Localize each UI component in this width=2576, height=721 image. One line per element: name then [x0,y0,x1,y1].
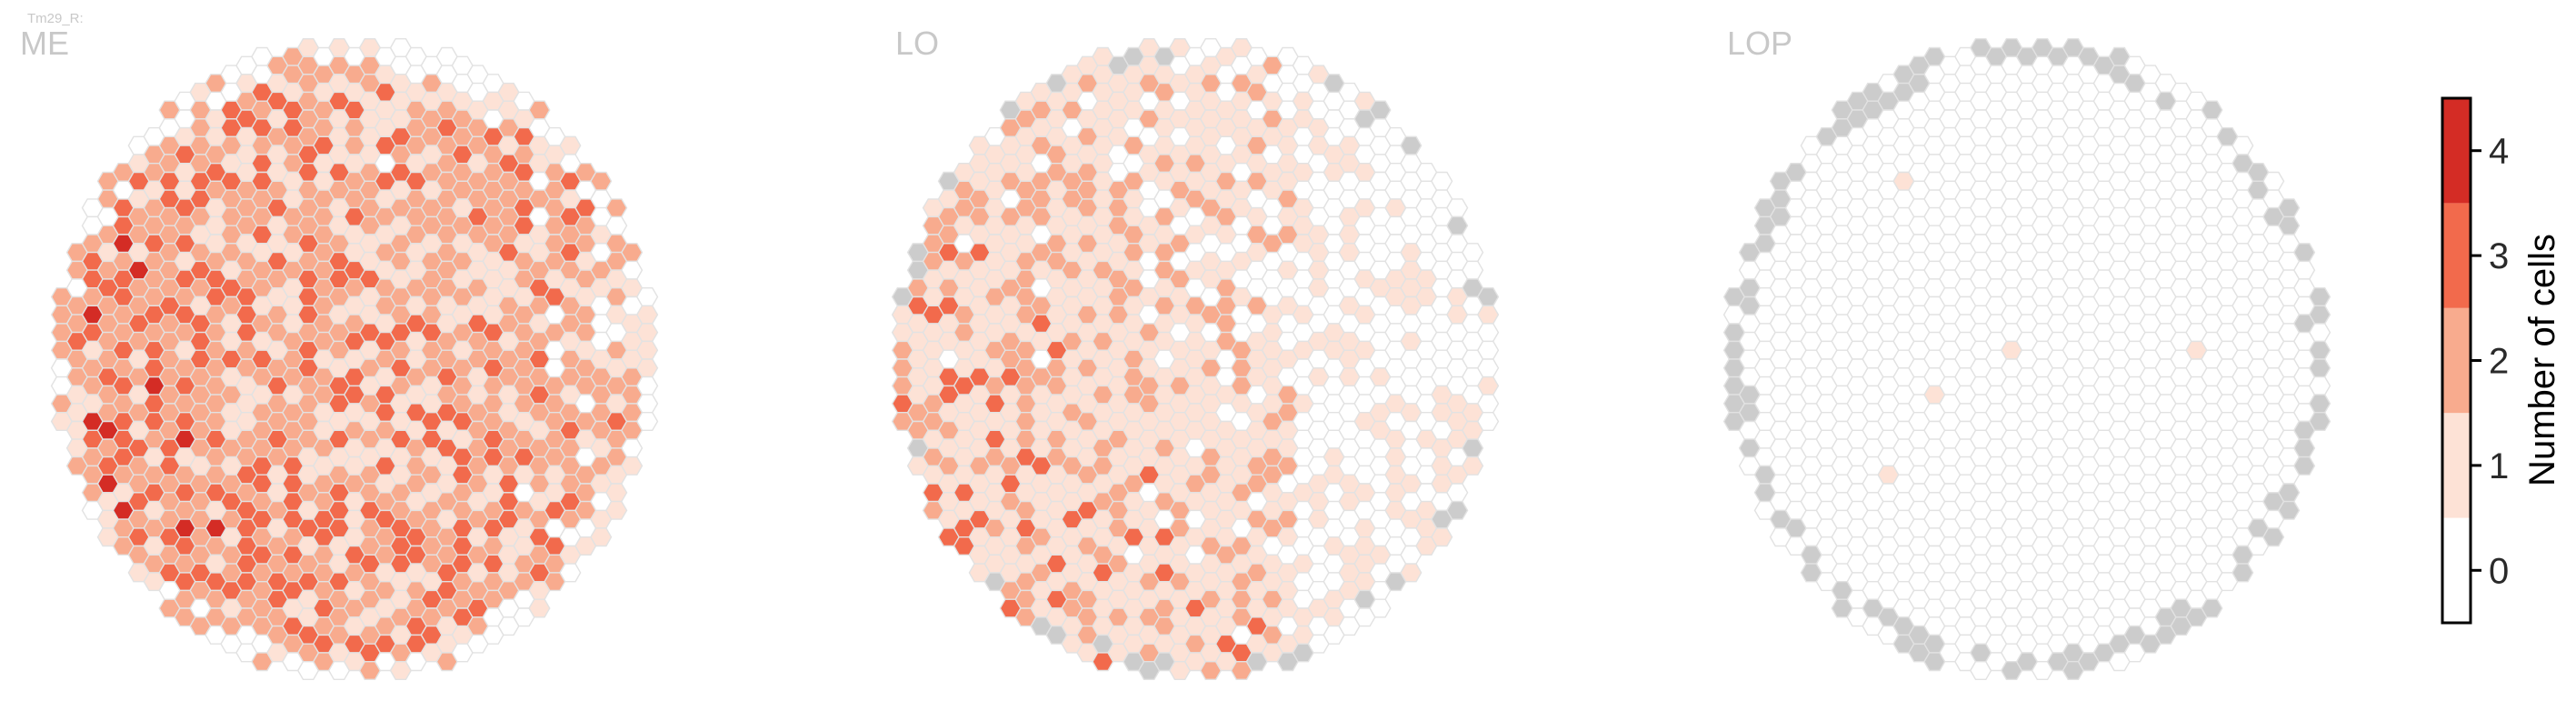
lo-hex-cell [1431,171,1453,191]
colorbar-tick-label: 4 [2489,132,2509,172]
me-hex-cell [590,171,613,191]
lo-hex-cell [1446,198,1469,218]
figure-label: Tm29_R: [27,11,84,26]
lop-hex-cell [2201,598,2223,618]
colorbar-ticks: 0 1 2 3 4 [2471,132,2509,591]
lo-hex-cell [1446,483,1469,503]
lo-hex-cell [1476,323,1500,343]
lop-hex-cell [2308,323,2331,343]
lo-hex-cell [1431,527,1453,547]
me-hex-cell [620,260,644,280]
lo-hex-cell [1476,358,1500,378]
lo-hex-cell [1461,243,1484,263]
lop-hex-cell [2308,287,2331,306]
colorbar-swatch-2 [2442,307,2471,414]
colorbar-swatch-3 [2442,203,2471,308]
me-hex-cell [635,412,659,431]
lop-hex-cell [2308,340,2331,360]
lop-hex-cell [2232,563,2254,583]
lo-hex-cell [1476,394,1500,414]
lop-hex-cell [2201,100,2223,120]
lo-hex-cell [1446,215,1469,235]
colorbar-swatch-1 [2442,413,2471,518]
colorbar-swatches [2442,98,2471,623]
me-hex-cell [620,243,644,263]
me-hex-cell [605,198,628,218]
me-hex-cell [605,483,628,503]
lo-hex-cell [1476,287,1500,306]
me-hex-cell [590,527,613,547]
me-hex-cell [528,598,551,618]
lo-hex-cell [1446,500,1469,520]
lo-hex-cell [1400,563,1423,583]
lo-hex-cell [1461,456,1484,476]
lo-panel-title: LO [895,25,939,62]
me-hex-cell [605,500,628,520]
lop-hex-cell [2277,500,2301,520]
lo-hex-cell [1476,305,1500,325]
colorbar: 0 1 2 3 4 Number of cells [2441,96,2562,625]
lop-hex-cell [2308,412,2331,431]
lo-panel: LO [891,25,1500,680]
me-hex-cell [528,100,551,120]
lo-hex-cell [1476,412,1500,431]
lop-hex-cell [2292,456,2316,476]
lop-hex-cell [2232,135,2254,155]
lop-hex-cell [2277,198,2301,218]
lo-hex-cell [1369,100,1392,120]
me-hex-cell [635,305,659,325]
lop-hex-grid [1722,38,2331,680]
me-hex-cell [635,323,659,343]
lop-hex-cell [2308,394,2331,414]
me-hex-cell [635,394,659,414]
lop-hex-cell [2262,171,2285,191]
lo-hex-cell [1461,438,1484,458]
lop-hex-cell [2277,483,2301,503]
lo-hex-cell [1476,376,1500,396]
me-hex-cell [635,376,659,396]
me-hex-grid [50,38,659,680]
lo-hex-cell [1369,598,1392,618]
lo-hex-grid [891,38,1500,680]
colorbar-tick-label: 0 [2489,551,2509,591]
lop-panel-title: LOP [1727,25,1792,62]
me-hex-cell [620,456,644,476]
me-panel-title: ME [20,25,69,62]
lop-hex-cell [2308,358,2331,378]
me-hex-cell [635,358,659,378]
colorbar-tick-label: 1 [2489,446,2509,486]
me-hex-cell [559,563,582,583]
lop-hex-cell [2292,260,2316,280]
lop-hex-cell [2292,438,2316,458]
me-panel: ME [20,25,659,680]
colorbar-tick-label: 2 [2489,342,2509,382]
lo-hex-cell [1461,260,1484,280]
colorbar-swatch-0 [2442,517,2471,623]
colorbar-swatch-4 [2442,98,2471,204]
lop-hex-cell [2262,527,2285,547]
lop-hex-cell [2308,305,2331,325]
colorbar-label: Number of cells [2522,234,2562,486]
me-hex-cell [559,135,582,155]
me-hex-cell [605,215,628,235]
lop-panel: LOP [1722,25,2331,680]
lop-hex-cell [2277,215,2301,235]
lop-hex-cell [2308,376,2331,396]
me-hex-cell [635,287,659,306]
lop-hex-cell [2292,243,2316,263]
lo-hex-cell [1400,135,1423,155]
me-hex-cell [635,340,659,360]
lo-hex-cell [1476,340,1500,360]
colorbar-tick-label: 3 [2489,236,2509,276]
me-hex-cell [620,438,644,458]
